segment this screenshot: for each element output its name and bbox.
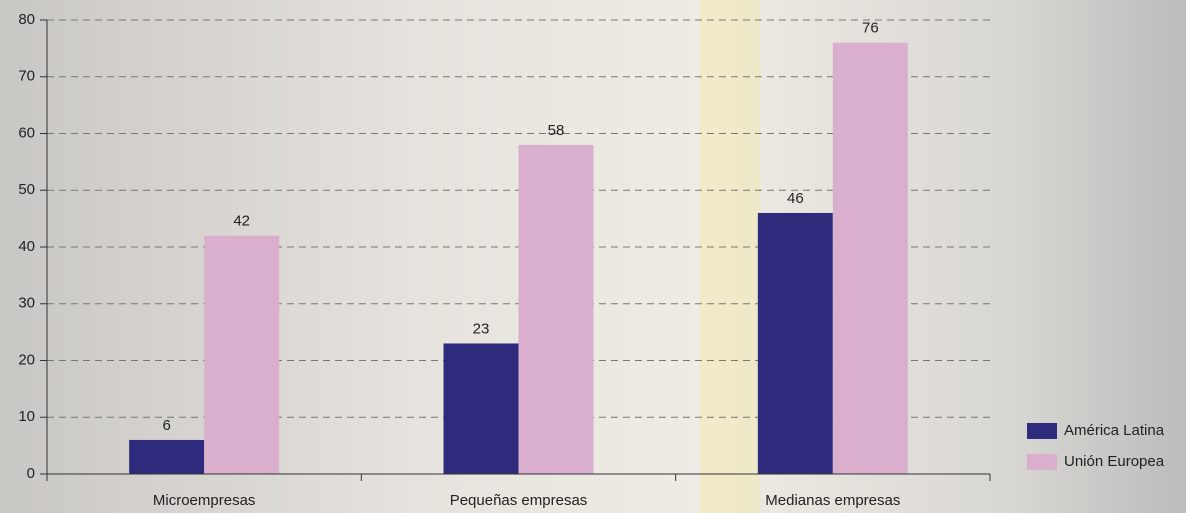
x-tick-label: Medianas empresas [765, 492, 900, 509]
x-tick-label: Microempresas [153, 492, 256, 509]
bar [518, 144, 594, 474]
legend-label: Unión Europea [1064, 453, 1165, 470]
legend-label: América Latina [1064, 422, 1165, 439]
y-tick-label: 60 [18, 124, 35, 141]
y-tick-label: 80 [18, 11, 35, 28]
bar [832, 42, 908, 474]
background-highlight [700, 0, 760, 513]
y-tick-label: 30 [18, 295, 35, 312]
y-tick-label: 20 [18, 351, 35, 368]
legend-swatch [1027, 454, 1057, 470]
bar [204, 235, 280, 474]
value-label: 6 [162, 417, 170, 434]
value-label: 23 [473, 320, 490, 337]
value-label: 42 [233, 213, 250, 230]
y-tick-label: 40 [18, 238, 35, 255]
x-tick-label: Pequeñas empresas [450, 492, 588, 509]
value-label: 76 [862, 20, 879, 37]
y-tick-label: 10 [18, 408, 35, 425]
y-tick-label: 70 [18, 68, 35, 85]
y-tick-label: 0 [27, 465, 35, 482]
bar [443, 343, 519, 474]
bar [757, 212, 833, 474]
legend-swatch [1027, 423, 1057, 439]
value-label: 46 [787, 190, 804, 207]
bar [129, 439, 205, 474]
y-tick-label: 50 [18, 181, 35, 198]
value-label: 58 [548, 122, 565, 139]
